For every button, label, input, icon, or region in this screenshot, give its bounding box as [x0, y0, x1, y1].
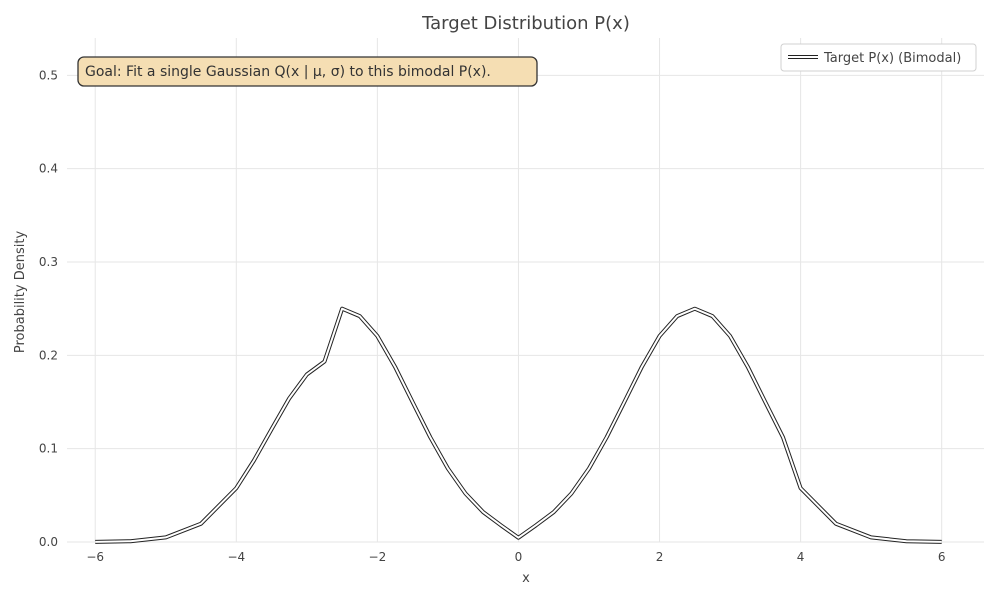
axes: −6 −4 −2 0 2 4 6 0.0 0.1 0.2 0.3 0.4 0.5 [39, 68, 946, 564]
series-line-inner [95, 307, 942, 543]
y-tick-label: 0.0 [39, 535, 58, 549]
x-tick-label: 0 [515, 550, 523, 564]
x-tick-label: −2 [369, 550, 387, 564]
y-tick-label: 0.2 [39, 348, 58, 362]
grid [67, 38, 984, 543]
y-tick-label: 0.1 [39, 442, 58, 456]
y-tick-label: 0.4 [39, 162, 58, 176]
y-axis-label: Probability Density [13, 231, 28, 354]
legend-entry: Target P(x) (Bimodal) [823, 51, 961, 66]
x-tick-label: −6 [86, 550, 104, 564]
annotation-box: Goal: Fit a single Gaussian Q(x | μ, σ) … [77, 56, 538, 87]
chart-title: Target Distribution P(x) [421, 13, 630, 34]
x-axis-label: x [522, 571, 530, 586]
annotation-text: Goal: Fit a single Gaussian Q(x | μ, σ) … [85, 64, 491, 80]
legend: Target P(x) (Bimodal) [780, 43, 977, 72]
series-layer [95, 306, 942, 544]
y-tick-label: 0.3 [39, 255, 58, 269]
x-tick-label: 6 [938, 550, 946, 564]
x-tick-label: 2 [656, 550, 664, 564]
x-tick-label: −4 [227, 550, 245, 564]
y-tick-label: 0.5 [39, 68, 58, 82]
x-tick-label: 4 [797, 550, 805, 564]
